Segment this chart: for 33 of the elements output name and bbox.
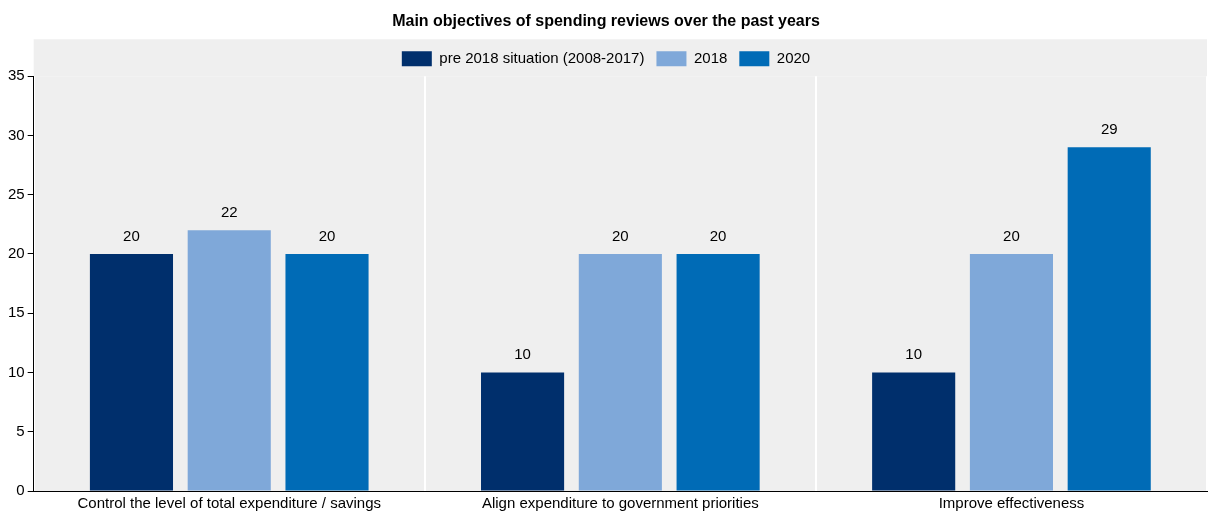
y-tick-label: 0 <box>16 481 25 499</box>
data-label: 22 <box>220 202 238 220</box>
bar <box>872 372 956 491</box>
chart-title: Main objectives of spending reviews over the past years <box>392 12 820 30</box>
data-label: 20 <box>1003 226 1020 244</box>
bar <box>1067 147 1151 491</box>
bar <box>285 253 369 491</box>
bar <box>676 253 760 491</box>
y-tick-label: 10 <box>8 362 25 380</box>
legend-label: 2018 <box>693 48 728 66</box>
y-tick-label: 20 <box>8 244 25 262</box>
data-label: 20 <box>123 226 140 244</box>
legend-label: pre 2018 situation (2008-2017) <box>439 48 645 66</box>
y-tick-label: 5 <box>16 421 25 439</box>
x-tick-label: Improve effectiveness <box>938 494 1085 512</box>
legend-label: 2020 <box>776 48 811 66</box>
bar <box>187 230 271 491</box>
data-label: 20 <box>612 226 629 244</box>
y-tick-label: 30 <box>8 125 25 143</box>
bar <box>89 253 174 491</box>
y-tick-label: 15 <box>8 303 25 321</box>
y-tick-label: 35 <box>8 66 25 84</box>
data-label: 10 <box>905 345 923 363</box>
data-label: 10 <box>514 345 531 363</box>
bar <box>969 253 1053 491</box>
x-tick-label: Align expenditure to government priorities <box>481 494 759 512</box>
data-label: 20 <box>709 226 727 244</box>
y-tick-label: 25 <box>8 184 25 202</box>
data-label: 29 <box>1100 119 1118 137</box>
bar <box>481 372 565 491</box>
x-tick-label: Control the level of total expenditure / savings <box>77 494 381 512</box>
data-label: 20 <box>318 226 336 244</box>
bar <box>578 253 662 491</box>
